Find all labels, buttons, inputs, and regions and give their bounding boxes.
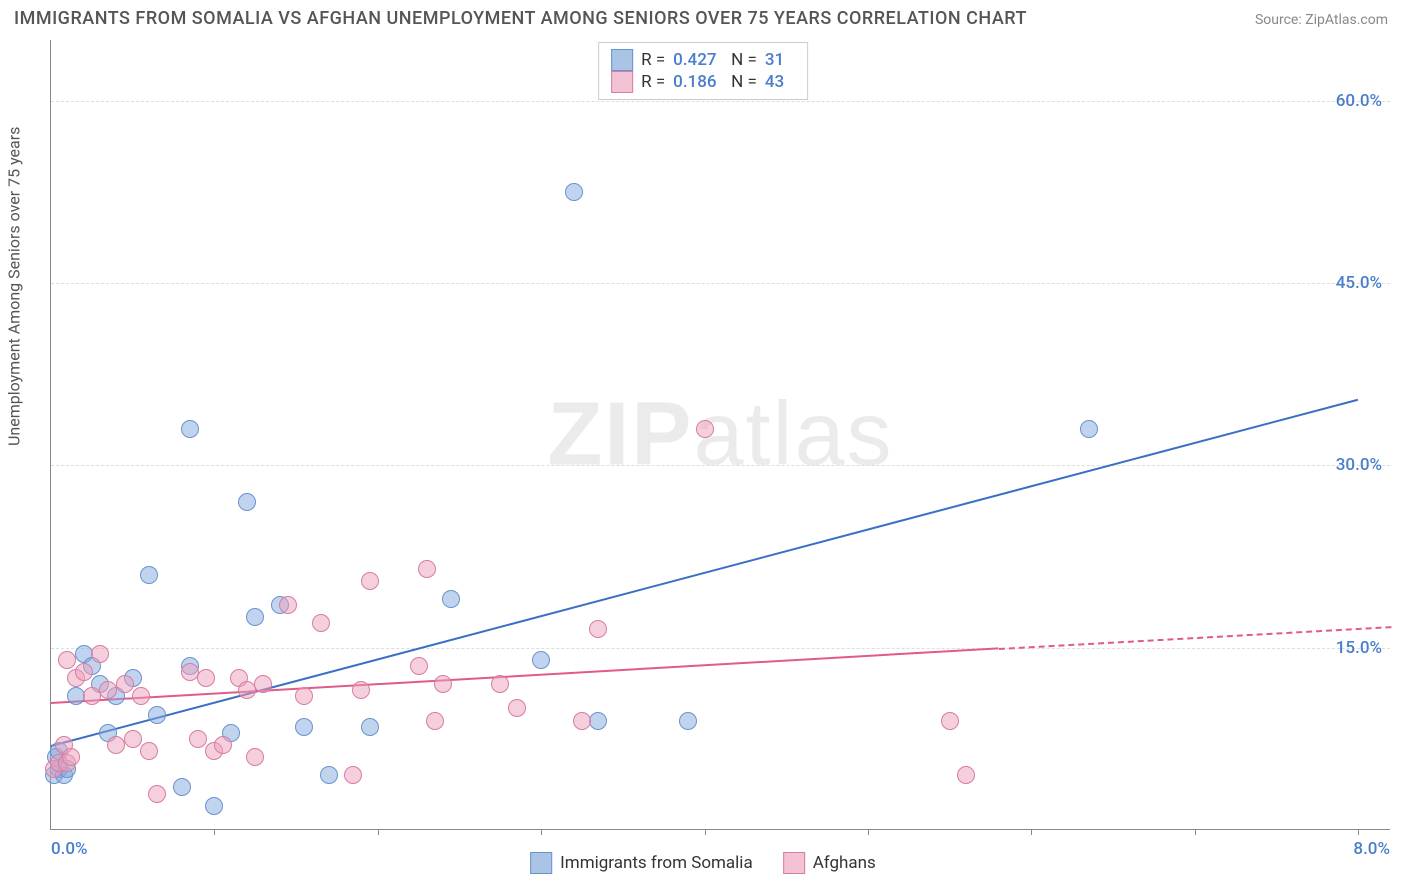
data-point bbox=[181, 420, 199, 438]
data-point bbox=[58, 651, 76, 669]
data-point bbox=[254, 675, 272, 693]
x-tick-label-min: 0.0% bbox=[51, 839, 88, 859]
data-point bbox=[410, 657, 428, 675]
data-point bbox=[238, 681, 256, 699]
y-tick-label: 45.0% bbox=[1336, 273, 1382, 293]
data-point bbox=[246, 608, 264, 626]
series-legend: Immigrants from Somalia Afghans bbox=[530, 852, 876, 874]
legend-swatch bbox=[783, 852, 805, 874]
data-point bbox=[75, 663, 93, 681]
data-point bbox=[116, 675, 134, 693]
gridline-h bbox=[51, 101, 1390, 102]
legend-row: R = 0.186 N = 43 bbox=[611, 71, 795, 93]
correlation-chart: IMMIGRANTS FROM SOMALIA VS AFGHAN UNEMPL… bbox=[0, 0, 1406, 892]
r-label: R = bbox=[641, 50, 665, 70]
x-tick-label-max: 8.0% bbox=[1353, 839, 1390, 859]
x-tick-mark bbox=[541, 829, 542, 835]
n-label: N = bbox=[731, 72, 757, 92]
data-point bbox=[91, 645, 109, 663]
data-point bbox=[62, 748, 80, 766]
r-value: 0.427 bbox=[673, 50, 723, 70]
data-point bbox=[173, 778, 191, 796]
data-point bbox=[352, 681, 370, 699]
data-point bbox=[361, 572, 379, 590]
data-point bbox=[491, 675, 509, 693]
data-point bbox=[565, 183, 583, 201]
data-point bbox=[295, 718, 313, 736]
data-point bbox=[696, 420, 714, 438]
y-axis-title: Unemployment Among Seniors over 75 years bbox=[5, 127, 24, 446]
r-label: R = bbox=[641, 72, 665, 92]
data-point bbox=[246, 748, 264, 766]
source-attribution: Source: ZipAtlas.com bbox=[1255, 12, 1388, 28]
data-point bbox=[320, 766, 338, 784]
data-point bbox=[589, 620, 607, 638]
series-name: Afghans bbox=[813, 853, 876, 873]
data-point bbox=[508, 699, 526, 717]
legend-item: Immigrants from Somalia bbox=[530, 852, 753, 874]
x-tick-mark bbox=[1031, 829, 1032, 835]
data-point bbox=[1080, 420, 1098, 438]
x-tick-mark bbox=[705, 829, 706, 835]
data-point bbox=[434, 675, 452, 693]
chart-title: IMMIGRANTS FROM SOMALIA VS AFGHAN UNEMPL… bbox=[14, 8, 1027, 29]
legend-swatch bbox=[611, 71, 633, 93]
x-tick-mark bbox=[868, 829, 869, 835]
data-point bbox=[189, 730, 207, 748]
data-point bbox=[426, 712, 444, 730]
y-tick-label: 15.0% bbox=[1336, 638, 1382, 658]
data-point bbox=[140, 742, 158, 760]
data-point bbox=[679, 712, 697, 730]
n-value: 43 bbox=[765, 72, 795, 92]
x-tick-mark bbox=[1195, 829, 1196, 835]
series-name: Immigrants from Somalia bbox=[560, 853, 753, 873]
data-point bbox=[107, 736, 125, 754]
data-point bbox=[99, 681, 117, 699]
r-value: 0.186 bbox=[673, 72, 723, 92]
data-point bbox=[941, 712, 959, 730]
trendline bbox=[999, 626, 1391, 650]
data-point bbox=[442, 590, 460, 608]
data-point bbox=[148, 706, 166, 724]
x-tick-mark bbox=[378, 829, 379, 835]
legend-swatch bbox=[530, 852, 552, 874]
data-point bbox=[124, 730, 142, 748]
legend-swatch bbox=[611, 49, 633, 71]
data-point bbox=[140, 566, 158, 584]
data-point bbox=[238, 493, 256, 511]
data-point bbox=[361, 718, 379, 736]
data-point bbox=[573, 712, 591, 730]
data-point bbox=[148, 785, 166, 803]
data-point bbox=[197, 669, 215, 687]
data-point bbox=[957, 766, 975, 784]
watermark: ZIPatlas bbox=[547, 383, 893, 486]
data-point bbox=[214, 736, 232, 754]
gridline-h bbox=[51, 283, 1390, 284]
n-label: N = bbox=[731, 50, 757, 70]
n-value: 31 bbox=[765, 50, 795, 70]
gridline-h bbox=[51, 648, 1390, 649]
x-tick-mark bbox=[214, 829, 215, 835]
legend-row: R = 0.427 N = 31 bbox=[611, 49, 795, 71]
data-point bbox=[344, 766, 362, 784]
stats-legend: R = 0.427 N = 31 R = 0.186 N = 43 bbox=[598, 42, 808, 100]
data-point bbox=[295, 687, 313, 705]
data-point bbox=[532, 651, 550, 669]
x-tick-mark bbox=[1358, 829, 1359, 835]
data-point bbox=[312, 614, 330, 632]
y-tick-label: 60.0% bbox=[1336, 91, 1382, 111]
data-point bbox=[279, 596, 297, 614]
data-point bbox=[67, 687, 85, 705]
data-point bbox=[205, 797, 223, 815]
data-point bbox=[418, 560, 436, 578]
gridline-h bbox=[51, 465, 1390, 466]
data-point bbox=[132, 687, 150, 705]
data-point bbox=[589, 712, 607, 730]
y-tick-label: 30.0% bbox=[1336, 455, 1382, 475]
data-point bbox=[181, 663, 199, 681]
data-point bbox=[83, 687, 101, 705]
plot-area: ZIPatlas 15.0%30.0%45.0%60.0%0.0%8.0% bbox=[50, 40, 1390, 830]
legend-item: Afghans bbox=[783, 852, 876, 874]
